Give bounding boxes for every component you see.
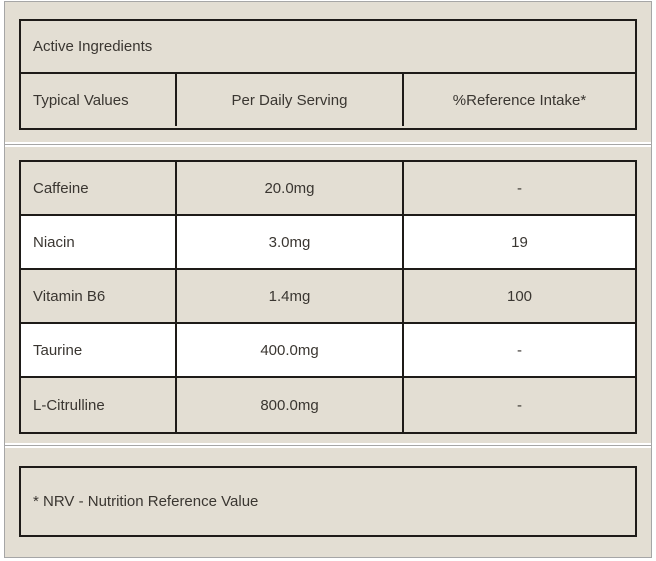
table-row: Niacin 3.0mg 19 xyxy=(21,216,635,270)
column-header-reference-intake: %Reference Intake* xyxy=(452,91,587,109)
ingredient-name-cell: Taurine xyxy=(21,324,177,376)
per-serving-cell: 400.0mg xyxy=(177,324,404,376)
per-serving-cell: 800.0mg xyxy=(177,378,404,432)
per-serving-cell: 20.0mg xyxy=(177,162,404,214)
per-serving-cell: 3.0mg xyxy=(177,216,404,268)
ingredient-name-cell: Caffeine xyxy=(21,162,177,214)
section-divider xyxy=(5,142,651,147)
header-box: Active Ingredients Typical Values Per Da… xyxy=(19,19,637,130)
reference-intake-cell: 100 xyxy=(506,287,533,305)
ingredients-table: Caffeine 20.0mg - Niacin 3.0mg 19 Vitami… xyxy=(19,160,637,434)
table-row: Vitamin B6 1.4mg 100 xyxy=(21,270,635,324)
footnote-text: * NRV - Nutrition Reference Value xyxy=(33,493,259,510)
header-section: Active Ingredients Typical Values Per Da… xyxy=(5,2,651,142)
footnote-box: * NRV - Nutrition Reference Value xyxy=(19,466,637,537)
ingredient-name-cell: Niacin xyxy=(21,216,177,268)
column-header-row: Typical Values Per Daily Serving %Refere… xyxy=(21,74,635,126)
nutrition-label: Active Ingredients Typical Values Per Da… xyxy=(4,1,652,558)
ingredient-name-cell: Vitamin B6 xyxy=(21,270,177,322)
active-ingredients-title: Active Ingredients xyxy=(21,21,635,74)
reference-intake-cell: 19 xyxy=(511,233,528,251)
table-row: Caffeine 20.0mg - xyxy=(21,162,635,216)
table-row: Taurine 400.0mg - xyxy=(21,324,635,378)
ingredient-name-cell: L-Citrulline xyxy=(21,378,177,432)
column-header-typical-values: Typical Values xyxy=(21,74,177,126)
reference-intake-cell: - xyxy=(517,396,522,414)
table-row: L-Citrulline 800.0mg - xyxy=(21,378,635,432)
reference-intake-cell: - xyxy=(517,179,522,197)
footnote-section: * NRV - Nutrition Reference Value xyxy=(5,448,651,557)
column-header-per-daily-serving: Per Daily Serving xyxy=(177,74,404,126)
per-serving-cell: 1.4mg xyxy=(177,270,404,322)
reference-intake-cell: - xyxy=(517,341,522,359)
section-divider xyxy=(5,443,651,448)
ingredients-section: Caffeine 20.0mg - Niacin 3.0mg 19 Vitami… xyxy=(5,147,651,443)
